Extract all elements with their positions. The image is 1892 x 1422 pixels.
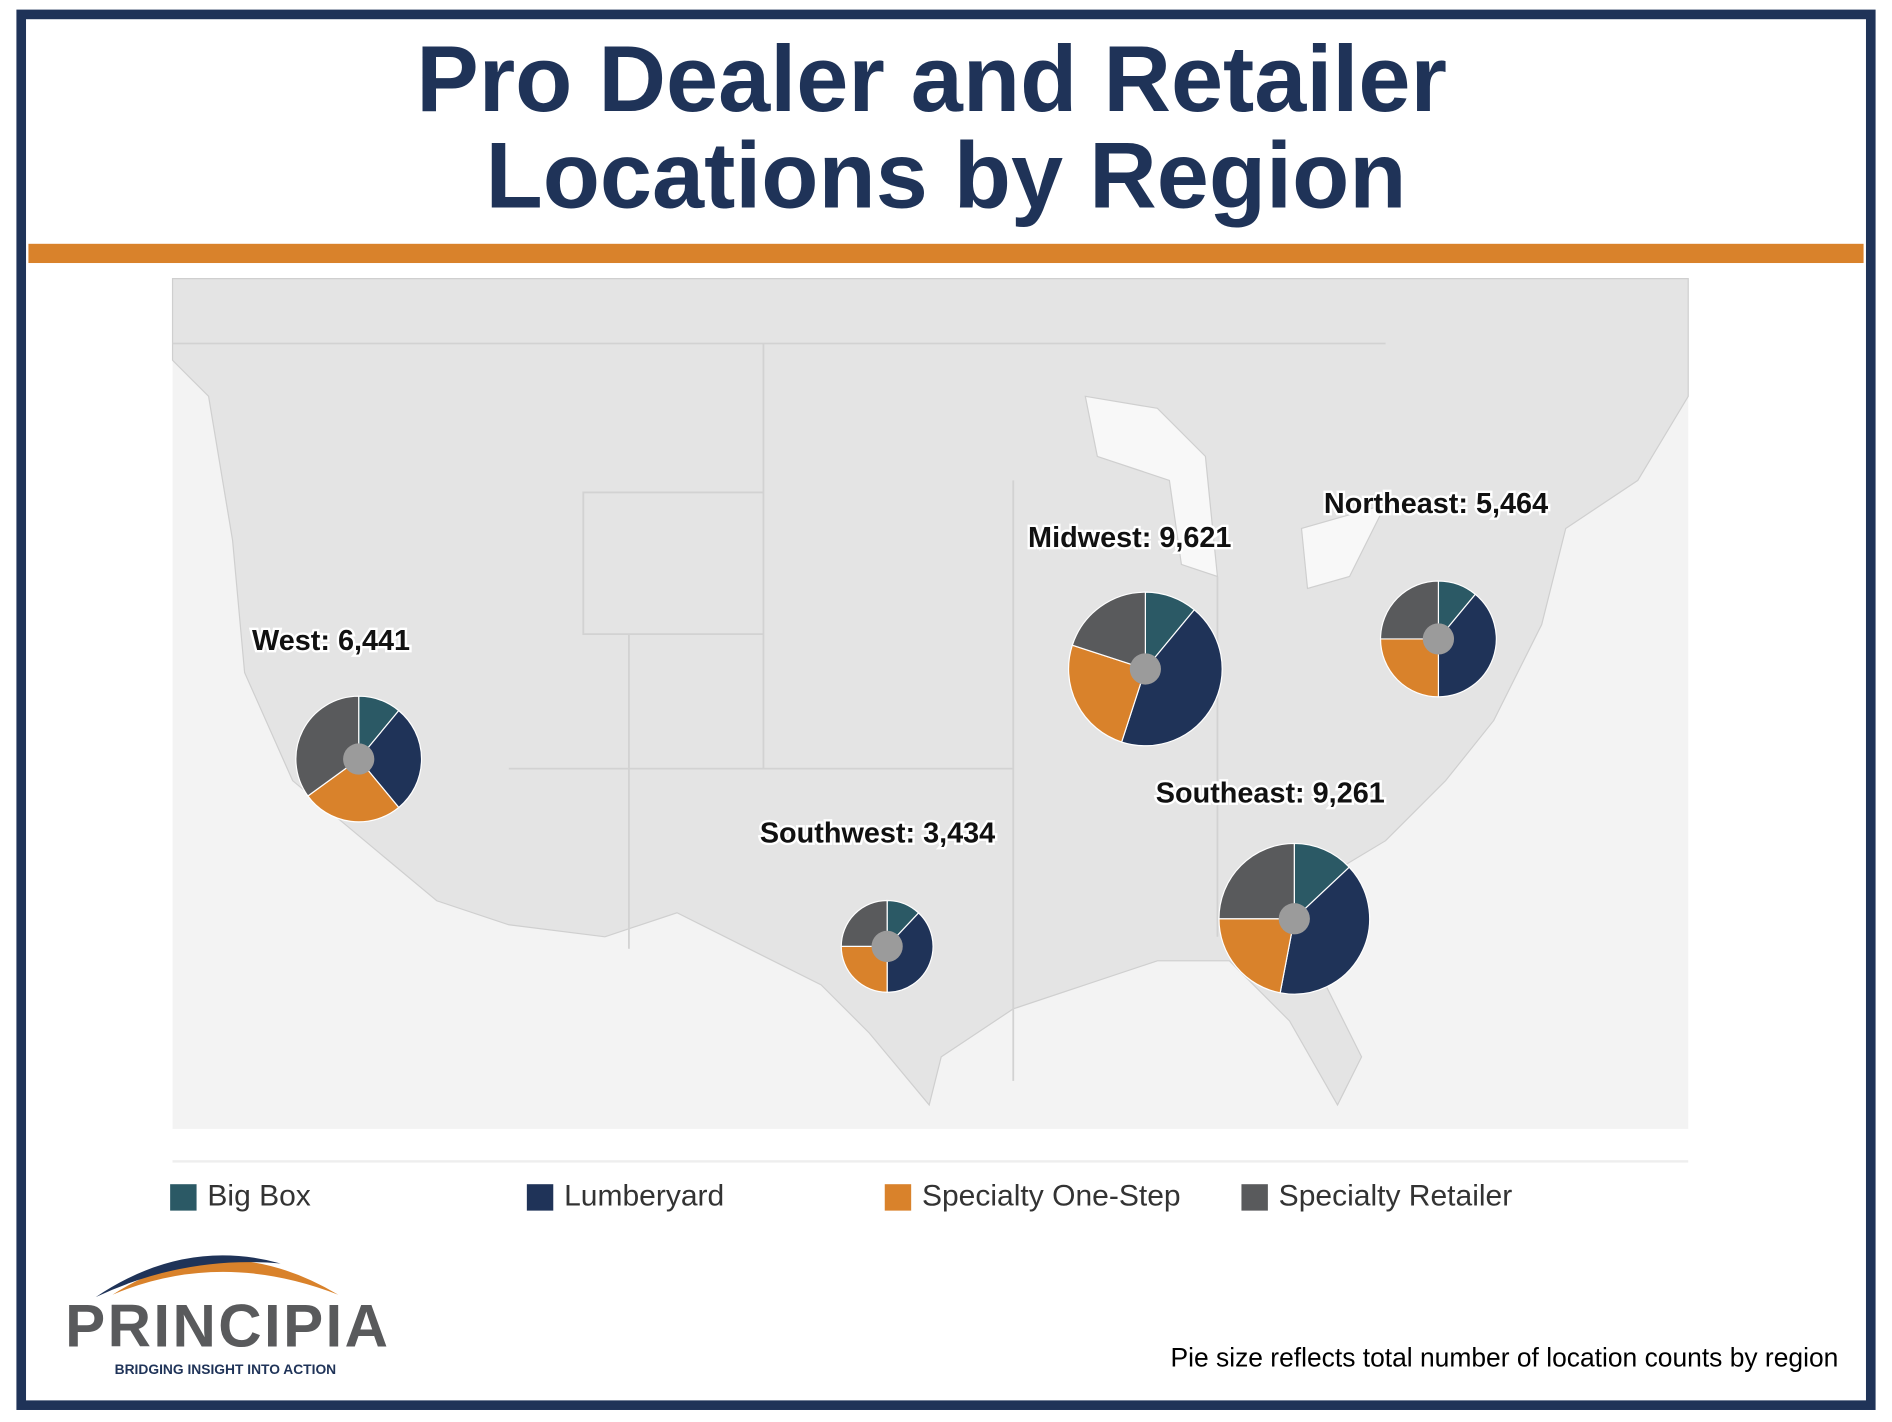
pie-slice — [1068, 644, 1147, 743]
pie-slice — [307, 758, 400, 823]
pie-slice — [840, 899, 888, 947]
logo-arc — [95, 1255, 281, 1298]
title-line: Locations by Region — [485, 122, 1406, 227]
pie-hub — [1129, 653, 1161, 685]
legend-label: Lumberyard — [564, 1179, 724, 1212]
frame — [16, 9, 1876, 1410]
legend-label: Specialty Retailer — [1279, 1179, 1513, 1212]
pie-slice — [357, 709, 423, 809]
pie-slice — [1071, 591, 1146, 670]
region-pie — [1068, 591, 1223, 747]
region-label: West: 6,441 — [252, 625, 410, 657]
legend-rule — [172, 1160, 1689, 1163]
lakes — [1084, 395, 1387, 590]
logo-tagline: BRIDGING INSIGHT INTO ACTION — [115, 1361, 337, 1377]
region-pie — [840, 899, 934, 993]
pie-slice — [886, 912, 934, 993]
region-label: Northeast: 5,464 — [1324, 488, 1548, 520]
region-label: Southwest: 3,434 — [760, 817, 995, 849]
map — [171, 278, 1689, 1129]
pie-slice — [1120, 608, 1223, 747]
pie-hub — [1422, 623, 1455, 655]
title-line: Pro Dealer and Retailer — [416, 26, 1447, 131]
pie-hub — [871, 930, 903, 963]
region-pie — [295, 695, 423, 823]
legend-swatch — [884, 1184, 912, 1211]
pie-hub — [1278, 903, 1310, 935]
pie-slice — [1218, 842, 1295, 920]
logo: PRINCIPIA BRIDGING INSIGHT INTO ACTION — [65, 1255, 390, 1377]
pie-slice — [1293, 842, 1351, 921]
legend-swatch — [170, 1184, 197, 1211]
pie-hub — [343, 743, 375, 775]
pie-slice — [295, 695, 360, 797]
pie-slice — [1379, 580, 1440, 640]
pie-slice — [1437, 593, 1497, 698]
logo-name: PRINCIPIA — [65, 1293, 390, 1360]
accent-bar — [28, 243, 1864, 264]
region-pie — [1379, 580, 1497, 698]
legend-swatch — [526, 1184, 554, 1211]
borders — [172, 342, 1386, 1081]
footnote: Pie size reflects total number of locati… — [1171, 1343, 1839, 1373]
pie-slice — [840, 945, 888, 993]
legend-swatch — [1241, 1184, 1268, 1211]
pie-slice — [1279, 866, 1371, 995]
legend-label: Specialty One-Step — [922, 1179, 1181, 1212]
pie-slice — [1379, 638, 1440, 698]
region-label: Midwest: 9,621 — [1028, 522, 1231, 554]
pie-slice — [1218, 918, 1296, 994]
legend-label: Big Box — [207, 1179, 310, 1212]
region-pie — [1218, 842, 1371, 995]
region-label: Southeast: 9,261 — [1156, 778, 1385, 810]
